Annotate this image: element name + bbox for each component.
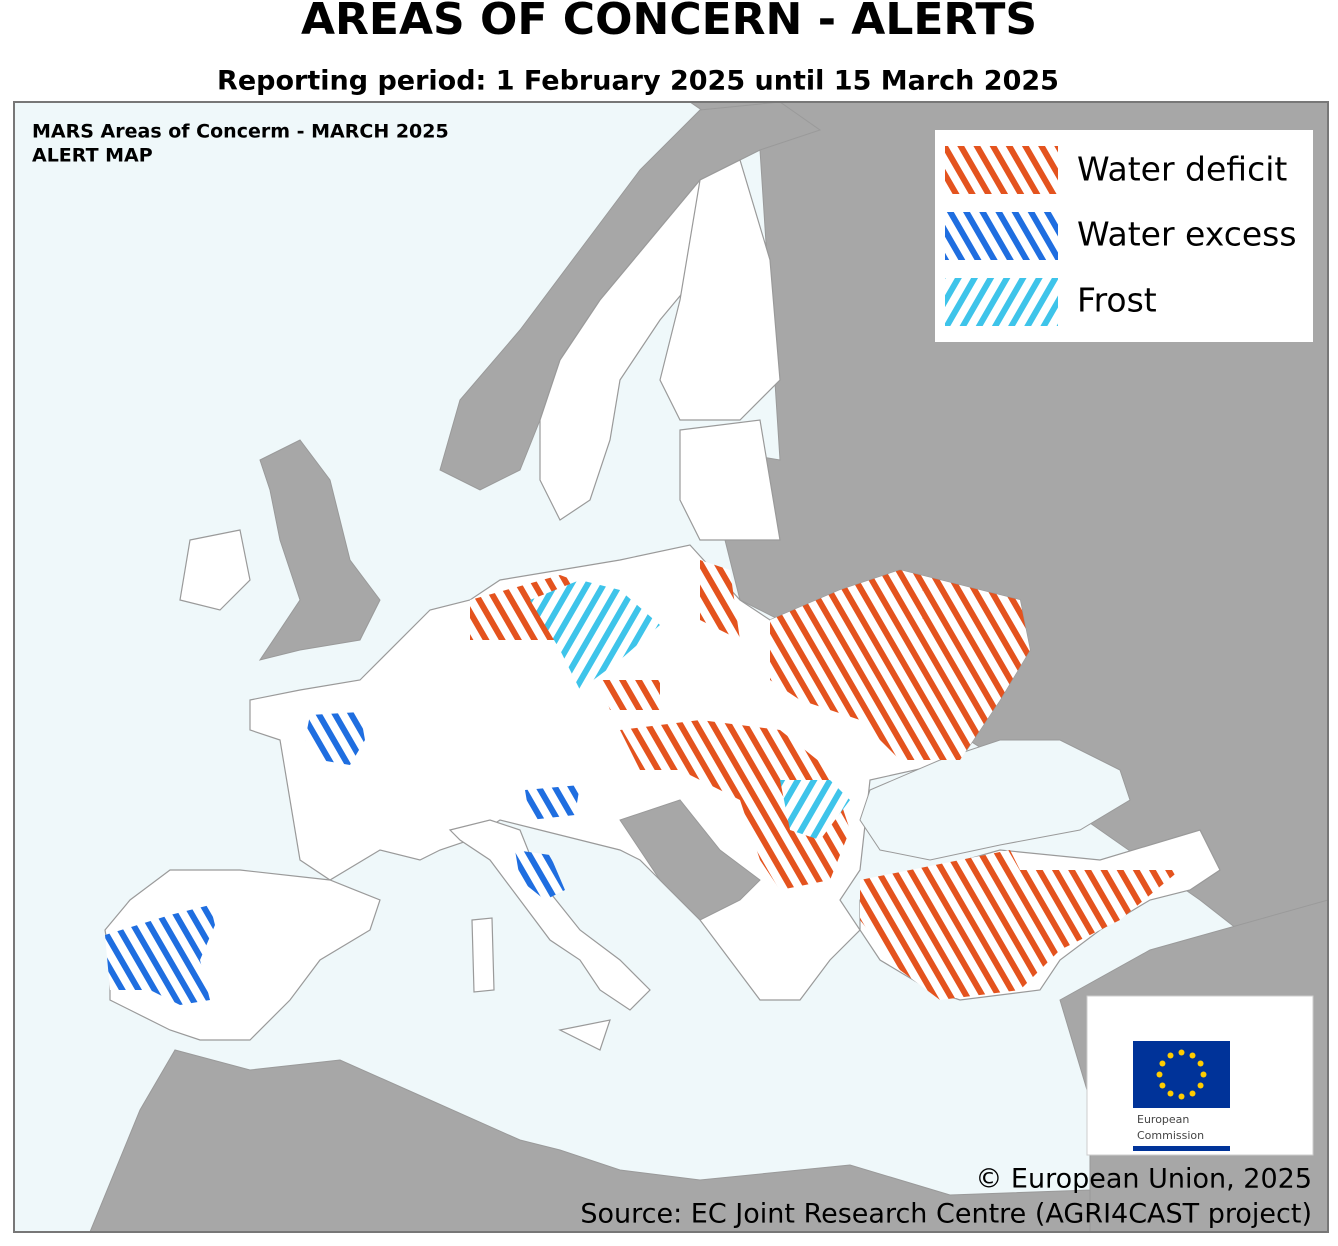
map-title: ALERT MAP: [32, 145, 153, 167]
flag-star: [1200, 1071, 1207, 1078]
water-deficit-area: [600, 680, 660, 710]
water-excess-area: [525, 785, 580, 820]
page-title: AREAS OF CONCERN - ALERTS: [301, 0, 1037, 45]
sicily: [558, 1019, 611, 1051]
flag-star: [1159, 1082, 1166, 1089]
flag-star: [1189, 1052, 1196, 1059]
legend-swatch: [945, 146, 1058, 194]
water-excess-area: [515, 850, 565, 900]
great-britain: [258, 439, 381, 661]
italy: [448, 819, 651, 1011]
flag-star: [1197, 1082, 1204, 1089]
frost-area: [530, 580, 660, 690]
sardinia: [471, 917, 495, 993]
ireland: [179, 529, 251, 611]
western-balkans: [619, 799, 761, 921]
map-title: MARS Areas of Concerm - MARCH 2025: [32, 121, 449, 143]
flag-star: [1167, 1090, 1174, 1097]
water-deficit-area: [860, 850, 1180, 1000]
water-excess-area: [105, 905, 215, 1005]
flag-star: [1178, 1093, 1185, 1100]
legend-label: Water excess: [1077, 215, 1297, 254]
legend: Water deficit Water excess Frost: [935, 130, 1313, 342]
water-deficit-area: [700, 560, 740, 640]
black-sea: [859, 739, 1131, 861]
flag-star: [1156, 1071, 1163, 1078]
water-deficit-area: [770, 570, 1030, 760]
finland: [659, 159, 781, 421]
baltics: [679, 419, 781, 541]
flag-star: [1189, 1090, 1196, 1097]
legend-swatch: [945, 278, 1058, 326]
water-excess-area: [305, 712, 365, 765]
ec-logo: European Commission: [1086, 995, 1314, 1156]
alert-areas: [105, 560, 1180, 1005]
logo-bar: [1133, 1146, 1230, 1151]
north-africa: [89, 1049, 1091, 1232]
legend-swatch: [945, 212, 1058, 260]
copyright: © European Union, 2025: [975, 1164, 1312, 1195]
frost-area: [780, 780, 850, 840]
norway: [439, 102, 822, 491]
logo-text: European: [1137, 1113, 1189, 1126]
legend-label: Water deficit: [1077, 150, 1287, 189]
water-deficit-area: [620, 720, 850, 890]
legend-label: Frost: [1077, 281, 1157, 320]
flag-star: [1167, 1052, 1174, 1059]
flag-star: [1197, 1060, 1204, 1067]
source: Source: EC Joint Research Centre (AGRI4C…: [580, 1199, 1312, 1230]
map-frame: [13, 101, 1329, 1233]
logo-text: Commission: [1137, 1129, 1204, 1142]
flag-star: [1159, 1060, 1166, 1067]
flag-star: [1178, 1049, 1185, 1056]
page-subtitle: Reporting period: 1 February 2025 until …: [217, 66, 1059, 97]
